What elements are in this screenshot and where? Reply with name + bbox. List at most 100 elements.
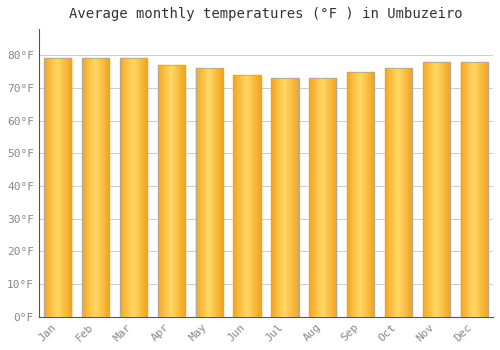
Bar	[422, 62, 424, 317]
Bar	[44, 58, 72, 317]
Bar	[309, 78, 336, 317]
Bar	[326, 78, 328, 317]
Bar	[357, 71, 358, 317]
Bar	[90, 58, 91, 317]
Bar	[126, 58, 127, 317]
Bar	[132, 58, 134, 317]
Bar	[235, 75, 236, 317]
Bar	[136, 58, 137, 317]
Bar	[209, 68, 210, 317]
Bar	[52, 58, 54, 317]
Bar	[100, 58, 101, 317]
Bar	[128, 58, 129, 317]
Bar	[244, 75, 246, 317]
Bar	[160, 65, 162, 317]
Bar	[64, 58, 65, 317]
Bar	[482, 62, 484, 317]
Bar	[62, 58, 64, 317]
Bar	[331, 78, 332, 317]
Bar	[96, 58, 98, 317]
Bar	[422, 62, 450, 317]
Bar	[460, 62, 488, 317]
Bar	[167, 65, 168, 317]
Bar	[272, 78, 273, 317]
Bar	[246, 75, 247, 317]
Bar	[395, 68, 396, 317]
Bar	[55, 58, 56, 317]
Bar	[242, 75, 244, 317]
Bar	[427, 62, 428, 317]
Bar	[390, 68, 391, 317]
Bar	[175, 65, 176, 317]
Bar	[129, 58, 130, 317]
Bar	[120, 58, 121, 317]
Bar	[47, 58, 48, 317]
Bar	[218, 68, 219, 317]
Bar	[174, 65, 175, 317]
Bar	[408, 68, 410, 317]
Bar	[158, 65, 185, 317]
Bar	[58, 58, 59, 317]
Bar	[240, 75, 242, 317]
Bar	[404, 68, 405, 317]
Bar	[220, 68, 221, 317]
Bar	[311, 78, 312, 317]
Bar	[178, 65, 180, 317]
Bar	[214, 68, 216, 317]
Bar	[285, 78, 286, 317]
Bar	[199, 68, 200, 317]
Bar	[68, 58, 70, 317]
Bar	[442, 62, 444, 317]
Bar	[108, 58, 110, 317]
Bar	[99, 58, 100, 317]
Bar	[101, 58, 102, 317]
Bar	[236, 75, 237, 317]
Bar	[180, 65, 182, 317]
Bar	[410, 68, 411, 317]
Bar	[245, 75, 246, 317]
Bar	[122, 58, 124, 317]
Bar	[252, 75, 254, 317]
Bar	[63, 58, 64, 317]
Bar	[366, 71, 367, 317]
Bar	[334, 78, 336, 317]
Bar	[120, 58, 147, 317]
Bar	[441, 62, 442, 317]
Bar	[447, 62, 448, 317]
Bar	[436, 62, 438, 317]
Bar	[295, 78, 296, 317]
Bar	[57, 58, 58, 317]
Bar	[275, 78, 276, 317]
Bar	[330, 78, 331, 317]
Bar	[172, 65, 173, 317]
Bar	[437, 62, 438, 317]
Bar	[83, 58, 84, 317]
Bar	[255, 75, 256, 317]
Bar	[430, 62, 431, 317]
Bar	[478, 62, 480, 317]
Bar	[431, 62, 432, 317]
Bar	[104, 58, 106, 317]
Bar	[271, 78, 272, 317]
Bar	[367, 71, 368, 317]
Bar	[292, 78, 293, 317]
Bar	[392, 68, 393, 317]
Bar	[202, 68, 203, 317]
Bar	[56, 58, 57, 317]
Bar	[127, 58, 128, 317]
Bar	[364, 71, 365, 317]
Bar	[222, 68, 223, 317]
Bar	[248, 75, 249, 317]
Bar	[283, 78, 284, 317]
Bar	[290, 78, 292, 317]
Bar	[213, 68, 214, 317]
Bar	[446, 62, 448, 317]
Bar	[462, 62, 464, 317]
Bar	[65, 58, 66, 317]
Bar	[329, 78, 330, 317]
Bar	[60, 58, 62, 317]
Bar	[91, 58, 92, 317]
Bar	[362, 71, 364, 317]
Bar	[293, 78, 294, 317]
Bar	[386, 68, 388, 317]
